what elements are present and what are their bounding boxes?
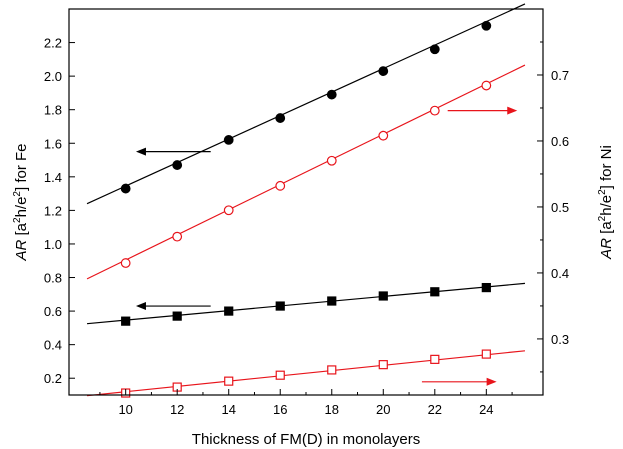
y-right-tick-label: 0.6: [551, 134, 569, 149]
y-left-tick-label: 1.8: [44, 103, 62, 118]
data-point-series-3: [121, 316, 131, 326]
arrow-head: [135, 147, 146, 156]
data-point-series-3: [172, 311, 182, 321]
y-left-tick-label: 0.2: [44, 371, 62, 386]
arrow-head: [486, 377, 497, 386]
data-point-series-4: [224, 376, 234, 386]
data-point-series-3: [275, 301, 285, 311]
data-point-series-2: [481, 80, 492, 91]
x-tick-label: 24: [479, 402, 493, 417]
y-left-tick-label: 1.0: [44, 237, 62, 252]
x-tick-label: 18: [325, 402, 339, 417]
fit-lines: [86, 3, 526, 397]
x-tick-label: 10: [118, 402, 132, 417]
x-axis-title: Thickness of FM(D) in monolayers: [192, 431, 420, 448]
data-point-series-4: [430, 354, 440, 364]
data-point-series-2: [120, 258, 131, 268]
data-point-series-2: [378, 130, 389, 141]
axis-ticks: 10 12 14 16 18 20 22 24 0.2 0.4 0.6 0.8 1.0 1.2 1.4 1.6…: [44, 36, 569, 417]
y-left-tick-label: 1.2: [44, 203, 62, 218]
x-tick-label: 16: [273, 402, 287, 417]
arrow-left-1: [135, 147, 211, 156]
y-left-tick-label: 0.6: [44, 304, 62, 319]
data-point-series-1: [172, 160, 183, 170]
fit-line-series-4: [86, 350, 526, 397]
data-point-series-2: [429, 105, 440, 116]
data-point-series-4: [327, 365, 337, 375]
x-tick-label: 22: [428, 402, 442, 417]
y-axis-right-title: AR [a2h/e2] for Ni: [597, 145, 615, 260]
arrow-head: [135, 302, 146, 311]
data-point-series-1: [120, 183, 131, 194]
data-point-series-1: [481, 20, 492, 31]
y-left-tick-label: 0.8: [44, 271, 62, 286]
data-point-series-3: [224, 306, 234, 316]
data-markers: [120, 20, 492, 398]
data-point-series-3: [378, 291, 388, 301]
data-point-series-2: [172, 231, 183, 242]
data-point-series-4: [275, 370, 285, 380]
data-point-series-1: [429, 44, 440, 55]
fit-line-series-2: [86, 64, 526, 280]
fit-line-series-3: [86, 282, 526, 325]
data-point-series-3: [481, 282, 491, 293]
data-point-series-1: [223, 135, 234, 145]
data-point-series-1: [326, 89, 337, 100]
data-point-series-2: [275, 180, 286, 191]
y-left-tick-label: 1.4: [44, 170, 62, 185]
arrow-right-4: [421, 377, 497, 386]
arrow-left-3: [135, 302, 211, 311]
y-right-tick-label: 0.7: [551, 68, 569, 83]
data-point-series-1: [378, 66, 389, 76]
data-point-series-3: [430, 287, 440, 297]
y-left-tick-label: 0.4: [44, 338, 62, 353]
y-right-tick-label: 0.5: [551, 200, 569, 215]
data-point-series-3: [327, 296, 337, 306]
y-axis-left-title: AR [a2h/e2] for Fe: [12, 143, 30, 261]
y-right-tick-label: 0.4: [551, 266, 569, 281]
annotation-arrows: [135, 106, 518, 386]
data-point-series-2: [326, 155, 337, 166]
y-left-tick-label: 2.0: [44, 69, 62, 84]
data-point-series-2: [223, 205, 234, 216]
fit-line-series-1: [86, 3, 526, 205]
data-point-series-4: [481, 349, 491, 359]
arrow-head: [507, 106, 518, 115]
data-point-series-4: [378, 360, 388, 370]
y-right-tick-label: 0.3: [551, 332, 569, 347]
data-point-series-1: [275, 113, 286, 123]
x-tick-label: 12: [170, 402, 184, 417]
x-tick-label: 14: [221, 402, 235, 417]
plot-frame: [68, 8, 544, 396]
y-left-tick-label: 2.2: [44, 36, 62, 51]
x-tick-label: 20: [376, 402, 390, 417]
y-left-tick-label: 1.6: [44, 136, 62, 151]
arrow-right-2: [447, 106, 518, 115]
